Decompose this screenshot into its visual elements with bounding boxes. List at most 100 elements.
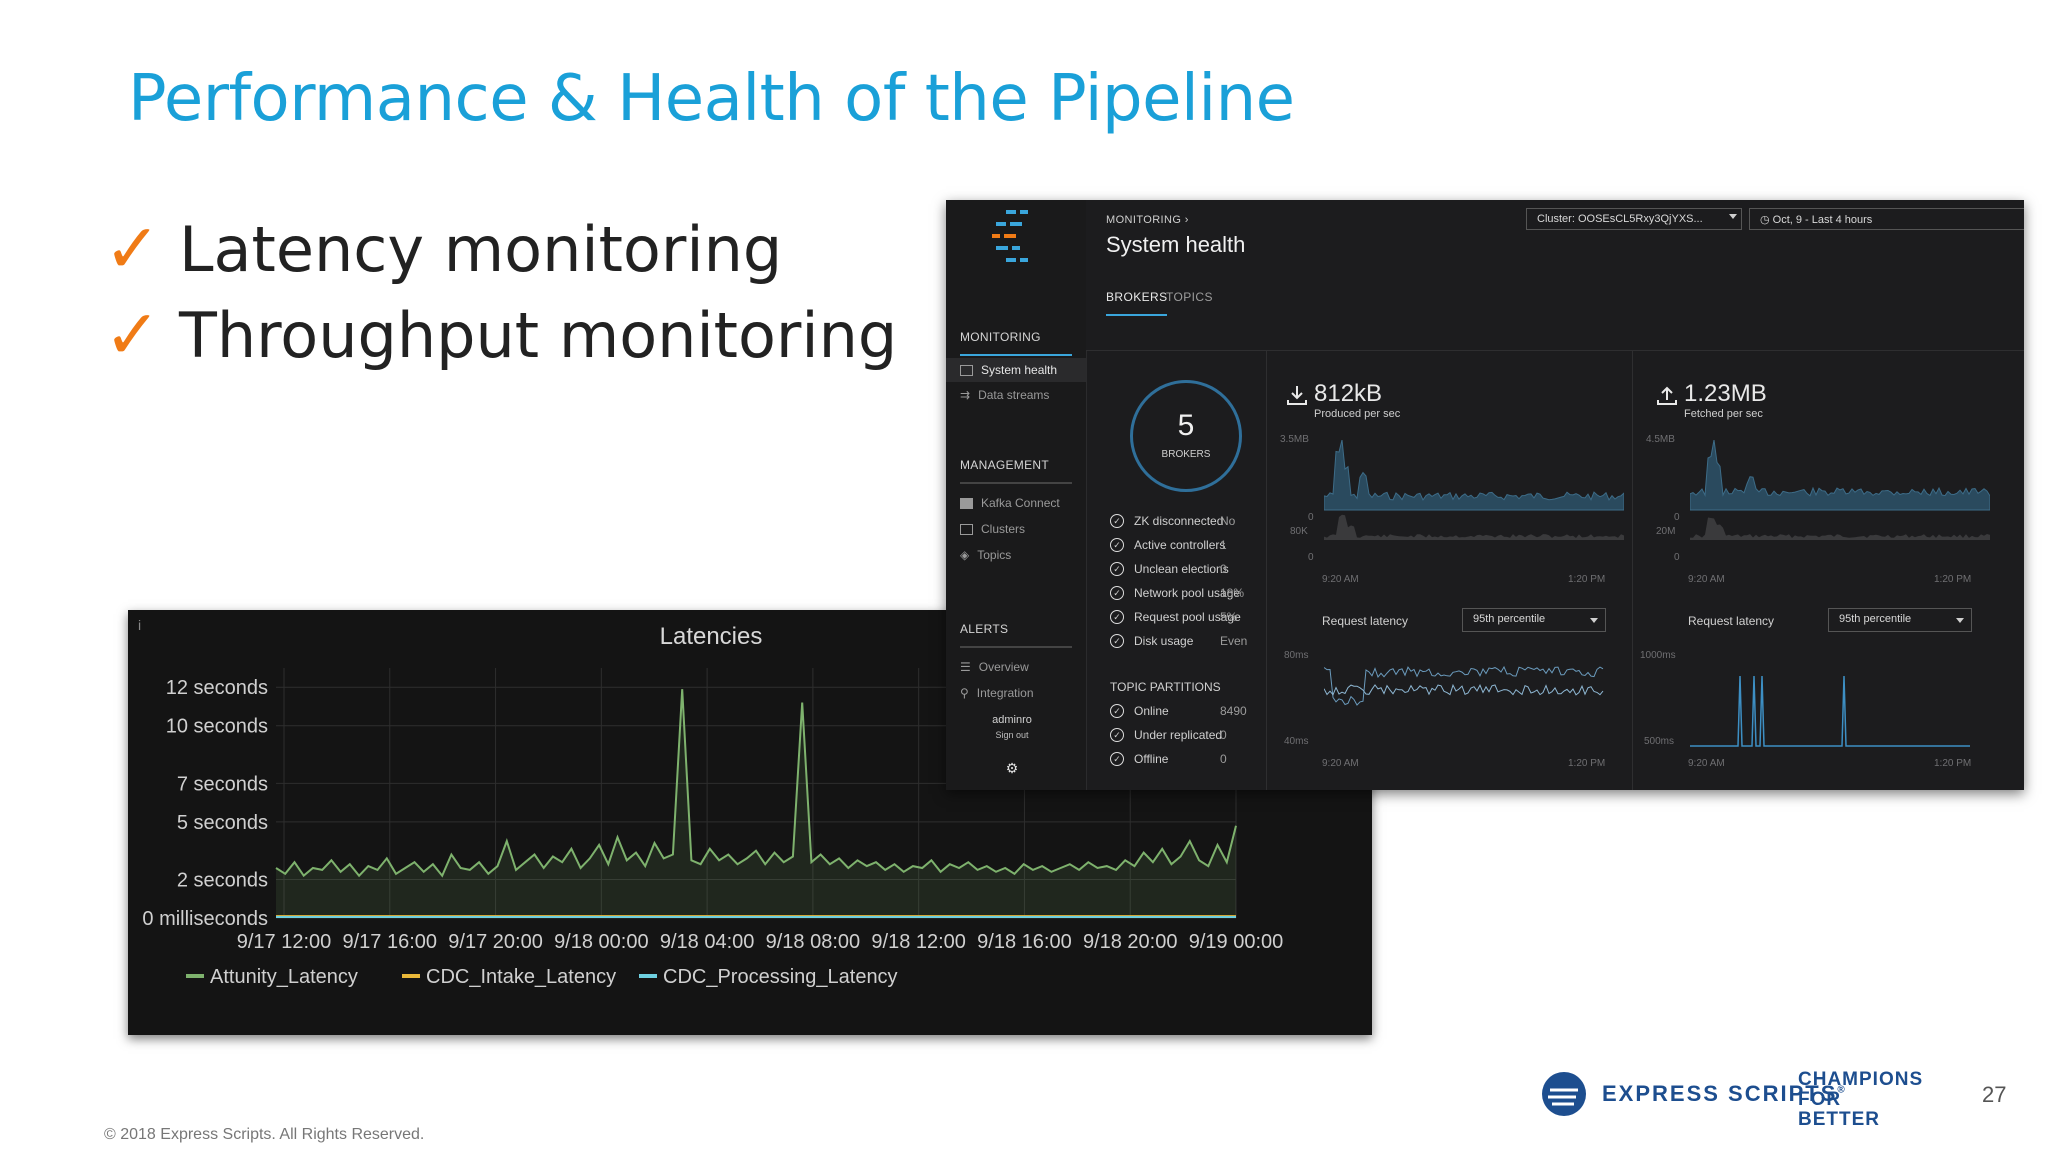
list-item: ✓ Disk usage bbox=[1110, 634, 1193, 648]
sidebar-item-data-streams[interactable]: ⇉ Data streams bbox=[960, 388, 1049, 402]
x-tick-label: 9/18 04:00 bbox=[660, 931, 755, 953]
sidebar: MONITORING System health ⇉ Data streams … bbox=[946, 200, 1087, 790]
logo-line: FOR bbox=[1798, 1089, 1842, 1110]
breadcrumb-item[interactable]: MONITORING bbox=[1106, 214, 1182, 226]
y-tick-label: 5 seconds bbox=[177, 812, 268, 834]
request-latency-label: Request latency bbox=[1322, 614, 1409, 628]
sidebar-item-kafka-connect[interactable]: Kafka Connect bbox=[960, 496, 1060, 510]
stat-value: 0 bbox=[1220, 752, 1227, 766]
sidebar-item-clusters[interactable]: Clusters bbox=[960, 522, 1025, 536]
streams-icon: ⇉ bbox=[960, 388, 971, 402]
clusters-icon bbox=[960, 523, 973, 535]
axis-label: 1:20 PM bbox=[1568, 758, 1606, 769]
check-circle-icon: ✓ bbox=[1110, 562, 1124, 576]
brokers-count: 5 bbox=[1177, 409, 1195, 442]
legend-swatch bbox=[639, 974, 657, 978]
stat-value: Even bbox=[1220, 634, 1248, 648]
stat-label: Network pool usage bbox=[1134, 586, 1241, 600]
percentile-select-value: 95th percentile bbox=[1473, 613, 1546, 625]
check-circle-icon: ✓ bbox=[1110, 728, 1124, 742]
axis-label: 1:20 PM bbox=[1934, 758, 1972, 769]
axis-label: 9:20 AM bbox=[1688, 574, 1725, 585]
bullet-throughput: ✓ Throughput monitoring bbox=[104, 296, 897, 375]
cluster-select-value: Cluster: OOSEsCL5Rxy3QjYXS... bbox=[1537, 213, 1703, 225]
series-line-Attunity_Latency bbox=[275, 689, 1237, 878]
percentile-select[interactable]: 95th percentile bbox=[1462, 608, 1606, 632]
sidebar-item-label: System health bbox=[981, 363, 1058, 377]
stat-value: 1 bbox=[1220, 538, 1227, 552]
x-tick-label: 9/19 00:00 bbox=[1189, 931, 1284, 953]
x-tick-label: 9/18 16:00 bbox=[977, 931, 1072, 953]
brokers-count-ring: 5 BROKERS bbox=[1130, 380, 1242, 492]
axis-label: 9:20 AM bbox=[1688, 758, 1725, 769]
gear-icon[interactable]: ⚙ bbox=[1005, 760, 1019, 776]
sidebar-item-label: Clusters bbox=[981, 522, 1026, 536]
copyright: © 2018 Express Scripts. All Rights Reser… bbox=[104, 1126, 425, 1143]
fetched-column: 1.23MB Fetched per sec 4.5MB 0 20M 0 9:2… bbox=[1634, 350, 2024, 790]
legend-swatch bbox=[402, 974, 420, 978]
axis-label: 0 bbox=[1674, 552, 1680, 563]
produced-value: 812kB bbox=[1314, 380, 1383, 407]
tab-brokers[interactable]: BROKERS bbox=[1106, 290, 1168, 316]
info-icon: i bbox=[138, 617, 141, 633]
check-icon: ✓ bbox=[104, 210, 161, 289]
sidebar-item-system-health[interactable]: System health bbox=[946, 358, 1086, 382]
stat-label: Offline bbox=[1134, 752, 1169, 766]
stat-label: Unclean elections bbox=[1134, 562, 1229, 576]
check-circle-icon: ✓ bbox=[1110, 752, 1124, 766]
express-scripts-logo-icon bbox=[1542, 1072, 1586, 1116]
y-tick-label: 7 seconds bbox=[177, 773, 268, 795]
connect-icon bbox=[960, 497, 973, 509]
check-circle-icon: ✓ bbox=[1110, 586, 1124, 600]
bullet-text: Throughput monitoring bbox=[178, 299, 898, 372]
list-item: ✓ Network pool usage bbox=[1110, 586, 1240, 600]
breadcrumb: MONITORING › bbox=[1106, 214, 1189, 226]
sidebar-item-label: Kafka Connect bbox=[981, 496, 1060, 510]
chevron-down-icon bbox=[1590, 618, 1598, 623]
breadcrumb-separator: › bbox=[1184, 214, 1189, 226]
list-item: ✓ Online bbox=[1110, 704, 1169, 718]
x-tick-label: 9/18 08:00 bbox=[766, 931, 861, 953]
stat-label: Online bbox=[1134, 704, 1169, 718]
chart-title: Latencies bbox=[660, 623, 763, 650]
dashboard-icon bbox=[960, 364, 973, 376]
axis-label: 9:20 AM bbox=[1322, 758, 1359, 769]
percentile-select[interactable]: 95th percentile bbox=[1828, 608, 1972, 632]
sidebar-item-topics[interactable]: ◈ Topics bbox=[960, 548, 1011, 562]
stat-label: Under replicated bbox=[1134, 728, 1223, 742]
stat-value: 18% bbox=[1220, 586, 1245, 600]
stat-label: Disk usage bbox=[1134, 634, 1194, 648]
logo-line: CHAMPIONS bbox=[1798, 1069, 1924, 1090]
x-tick-label: 9/17 16:00 bbox=[343, 931, 438, 953]
time-range-select[interactable]: ◷ Oct, 9 - Last 4 hours bbox=[1749, 208, 2024, 230]
axis-label: 40ms bbox=[1284, 736, 1309, 747]
check-circle-icon: ✓ bbox=[1110, 610, 1124, 624]
sidebar-heading-alerts: ALERTS bbox=[960, 622, 1009, 636]
y-tick-label: 2 seconds bbox=[177, 870, 268, 892]
produced-label: Produced per sec bbox=[1314, 408, 1401, 420]
stat-value: 8490 bbox=[1220, 704, 1247, 718]
sidebar-divider bbox=[960, 482, 1072, 484]
x-tick-label: 9/17 20:00 bbox=[448, 931, 543, 953]
cluster-select[interactable]: Cluster: OOSEsCL5Rxy3QjYXS... bbox=[1526, 208, 1742, 230]
sidebar-item-label: Overview bbox=[978, 660, 1029, 674]
topics-icon: ◈ bbox=[960, 548, 970, 562]
request-latency-chart bbox=[1324, 665, 1604, 706]
axis-label: 0 bbox=[1308, 512, 1314, 523]
sidebar-item-overview[interactable]: ☰ Overview bbox=[960, 660, 1029, 674]
sidebar-heading-monitoring: MONITORING bbox=[960, 330, 1041, 344]
sidebar-item-integration[interactable]: ⚲ Integration bbox=[960, 686, 1034, 700]
axis-label: 20M bbox=[1656, 526, 1676, 537]
axis-label: 0 bbox=[1308, 552, 1314, 563]
check-icon: ✓ bbox=[104, 296, 161, 375]
sidebar-divider bbox=[960, 646, 1072, 648]
sign-out-link[interactable]: Sign out bbox=[995, 730, 1029, 740]
x-tick-label: 9/18 12:00 bbox=[871, 931, 966, 953]
list-item: ✓ ZK disconnected bbox=[1110, 514, 1223, 528]
list-item: ✓ Unclean elections bbox=[1110, 562, 1229, 576]
tab-topics[interactable]: TOPICS bbox=[1166, 290, 1213, 304]
series-area-Attunity_Latency bbox=[276, 689, 1236, 918]
bullet-latency: ✓ Latency monitoring bbox=[104, 210, 782, 289]
broker-summary: 5 BROKERS ✓ ZK disconnected No ✓ Active co… bbox=[1086, 350, 1267, 790]
axis-label: 80ms bbox=[1284, 650, 1309, 661]
